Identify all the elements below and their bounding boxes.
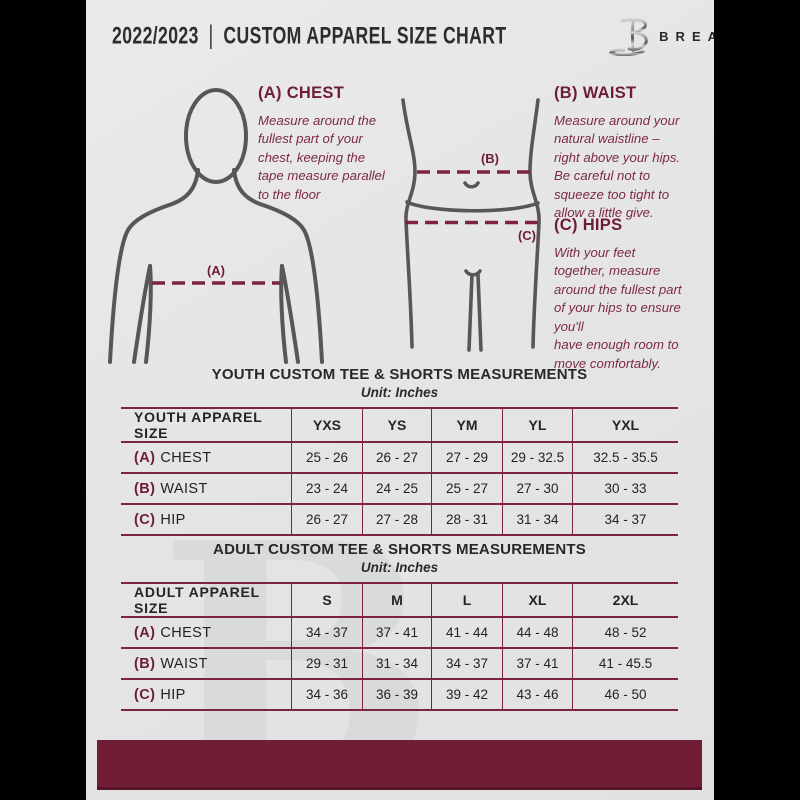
cell-value: 23 - 24 (291, 474, 362, 503)
cell-value: 27 - 29 (431, 443, 502, 472)
cell-value: 36 - 39 (362, 680, 431, 709)
youth-chest-prefix: (A) (134, 449, 156, 466)
adult-table-unit: Unit: Inches (360, 560, 439, 575)
cell-value: 37 - 41 (362, 618, 431, 647)
cell-value: 39 - 42 (431, 680, 502, 709)
header-title-group: 2022/2023 | CUSTOM APPAREL SIZE CHART (112, 21, 507, 51)
youth-col-ym: YM (431, 409, 502, 441)
youth-size-table: YOUTH APPAREL SIZE YXS YS YM YL YXL (A) C… (121, 407, 678, 536)
lower-body-diagram: (B) (C) (386, 92, 561, 362)
youth-col-ys: YS (362, 409, 431, 441)
adult-col-l: L (431, 584, 502, 616)
cell-value: 34 - 37 (431, 649, 502, 678)
waist-heading: (B) WAIST (554, 84, 637, 102)
cell-value: 27 - 28 (362, 505, 431, 534)
adult-hip-row: (C) HIP 34 - 36 36 - 39 39 - 42 43 - 46 4… (121, 678, 678, 709)
youth-table-unit: Unit: Inches (360, 385, 439, 400)
cell-value: 29 - 31 (291, 649, 362, 678)
footer-accent-bar (97, 740, 702, 790)
size-chart-page: B 2022/2023 | CUSTOM APPAREL SIZE CHART (86, 0, 714, 800)
hips-heading: (C) HIPS (554, 216, 623, 234)
chest-line-label: (A) (207, 263, 225, 278)
adult-header-row: ADULT APPAREL SIZE S M L XL 2XL (121, 584, 678, 616)
cell-value: 43 - 46 (502, 680, 572, 709)
hips-instructions: (C) HIPS With your feet together, measur… (554, 216, 706, 373)
cell-value: 29 - 32.5 (502, 443, 572, 472)
header-divider: | (208, 20, 214, 51)
adult-size-label: ADULT APPAREL SIZE (134, 584, 260, 616)
hips-text: With your feet together, measure around … (554, 245, 682, 371)
hip-line-label: (C) (518, 228, 536, 243)
youth-col-yxl: YXL (572, 409, 678, 441)
youth-col-yxs: YXS (291, 409, 362, 441)
cell-value: 41 - 45.5 (572, 649, 678, 678)
chest-heading: (A) CHEST (258, 84, 345, 102)
brand-lockup: BREAKAWAY (605, 16, 714, 56)
chest-instructions: (A) CHEST Measure around the fullest par… (258, 84, 418, 204)
waist-instructions: (B) WAIST Measure around your natural wa… (554, 84, 706, 223)
waist-line-label: (B) (481, 151, 499, 166)
youth-size-label: YOUTH APPAREL SIZE (134, 409, 263, 441)
youth-hip-prefix: (C) (134, 511, 156, 528)
youth-hip-row: (C) HIP 26 - 27 27 - 28 28 - 31 31 - 34 3… (121, 503, 678, 534)
cell-value: 30 - 33 (572, 474, 678, 503)
cell-value: 41 - 44 (431, 618, 502, 647)
cell-value: 37 - 41 (502, 649, 572, 678)
cell-value: 31 - 34 (362, 649, 431, 678)
cell-value: 46 - 50 (572, 680, 678, 709)
youth-waist-row: (B) WAIST 23 - 24 24 - 25 25 - 27 27 - 30… (121, 472, 678, 503)
brand-name: BREAKAWAY (659, 28, 714, 44)
adult-col-xl: XL (502, 584, 572, 616)
adult-size-table: ADULT APPAREL SIZE S M L XL 2XL (A) CHEST… (121, 582, 678, 711)
youth-col-yl: YL (502, 409, 572, 441)
cell-value: 26 - 27 (362, 443, 431, 472)
cell-value: 34 - 37 (291, 618, 362, 647)
page-title: CUSTOM APPAREL SIZE CHART (223, 21, 507, 49)
cell-value: 34 - 37 (572, 505, 678, 534)
youth-waist-prefix: (B) (134, 480, 156, 497)
cell-value: 31 - 34 (502, 505, 572, 534)
adult-hip-prefix: (C) (134, 686, 156, 703)
page-header: 2022/2023 | CUSTOM APPAREL SIZE CHART (86, 0, 714, 72)
youth-header-row: YOUTH APPAREL SIZE YXS YS YM YL YXL (121, 409, 678, 441)
youth-hip-label: HIP (160, 511, 186, 528)
breakaway-b-logo-icon (605, 16, 651, 56)
adult-chest-prefix: (A) (134, 624, 156, 641)
cell-value: 27 - 30 (502, 474, 572, 503)
adult-chest-row: (A) CHEST 34 - 37 37 - 41 41 - 44 44 - 48… (121, 616, 678, 647)
adult-col-2xl: 2XL (572, 584, 678, 616)
adult-col-m: M (362, 584, 431, 616)
waist-text: Measure around your natural waistline – … (554, 113, 681, 221)
cell-value: 28 - 31 (431, 505, 502, 534)
cell-value: 26 - 27 (291, 505, 362, 534)
chest-text: Measure around the fullest part of your … (258, 113, 385, 202)
adult-waist-row: (B) WAIST 29 - 31 31 - 34 34 - 37 37 - 41… (121, 647, 678, 678)
adult-waist-prefix: (B) (134, 655, 156, 672)
upper-body-diagram: (A) (102, 76, 326, 366)
adult-waist-label: WAIST (160, 655, 208, 672)
youth-waist-label: WAIST (160, 480, 208, 497)
cell-value: 25 - 26 (291, 443, 362, 472)
youth-chest-row: (A) CHEST 25 - 26 26 - 27 27 - 29 29 - 32… (121, 441, 678, 472)
cell-value: 24 - 25 (362, 474, 431, 503)
youth-chest-label: CHEST (160, 449, 212, 466)
adult-hip-label: HIP (160, 686, 186, 703)
adult-col-s: S (291, 584, 362, 616)
cell-value: 25 - 27 (431, 474, 502, 503)
cell-value: 48 - 52 (572, 618, 678, 647)
adult-chest-label: CHEST (160, 624, 212, 641)
cell-value: 32.5 - 35.5 (572, 443, 678, 472)
youth-table-title: YOUTH CUSTOM TEE & SHORTS MEASUREMENTS (211, 366, 588, 383)
cell-value: 34 - 36 (291, 680, 362, 709)
season-label: 2022/2023 (112, 21, 199, 49)
cell-value: 44 - 48 (502, 618, 572, 647)
adult-table-title: ADULT CUSTOM TEE & SHORTS MEASUREMENTS (213, 541, 586, 558)
